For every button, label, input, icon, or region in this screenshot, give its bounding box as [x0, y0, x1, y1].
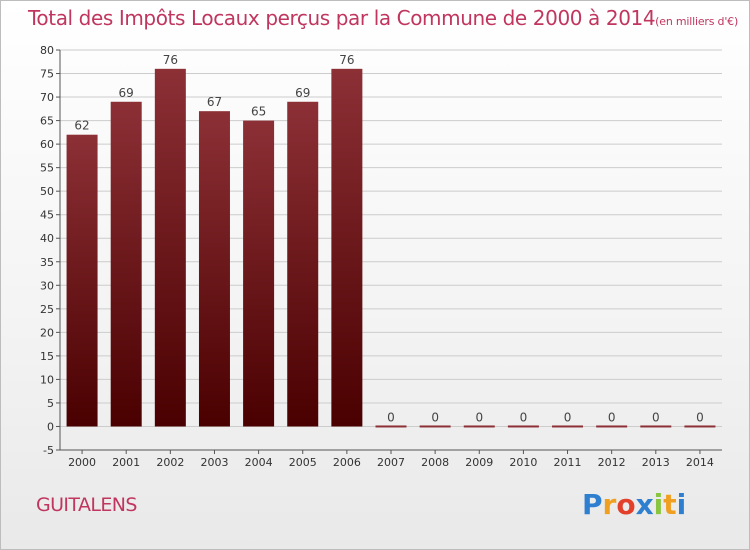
- x-tick-label-2014: 2014: [686, 456, 714, 469]
- bar-2007: [375, 425, 407, 428]
- bar-2011: [552, 425, 584, 428]
- labels: -5 0 5 10 15 20 25 30 35 40 45 50 55 60 65 70 75 80 62 2000…: [40, 44, 714, 469]
- x-tick-label-2010: 2010: [509, 456, 537, 469]
- logo-letter: i: [676, 488, 687, 521]
- data-label-2009: 0: [475, 410, 483, 424]
- bars: [66, 68, 716, 428]
- y-tick-label: 10: [40, 373, 54, 386]
- y-tick-label: 15: [40, 350, 54, 363]
- y-tick-label: 75: [40, 68, 54, 81]
- y-tick-label: 70: [40, 91, 54, 104]
- x-tick-label-2006: 2006: [333, 456, 361, 469]
- data-label-2010: 0: [520, 410, 528, 424]
- x-tick-label-2012: 2012: [598, 456, 626, 469]
- x-tick-label-2007: 2007: [377, 456, 405, 469]
- x-tick-label-2008: 2008: [421, 456, 449, 469]
- bar-2008: [419, 425, 451, 428]
- x-tick-label-2011: 2011: [554, 456, 582, 469]
- y-tick-label: 65: [40, 115, 54, 128]
- data-label-2005: 69: [295, 86, 310, 100]
- logo-letter: i: [653, 488, 664, 521]
- x-tick-label-2009: 2009: [465, 456, 493, 469]
- y-tick-label: 50: [40, 185, 54, 198]
- bar-2006: [331, 68, 363, 427]
- bar-2009: [463, 425, 495, 428]
- chart-title-text: Total des Impôts Locaux perçus par la Co…: [28, 6, 656, 30]
- x-tick-label-2001: 2001: [112, 456, 140, 469]
- y-tick-label: 35: [40, 256, 54, 269]
- x-tick-label-2004: 2004: [245, 456, 273, 469]
- bar-2012: [596, 425, 628, 428]
- y-tick-label: 5: [47, 397, 54, 410]
- data-label-2012: 0: [608, 410, 616, 424]
- y-tick-label: 30: [40, 279, 54, 292]
- y-tick-label: 0: [47, 420, 54, 433]
- x-tick-label-2000: 2000: [68, 456, 96, 469]
- bar-2001: [110, 101, 142, 427]
- data-label-2013: 0: [652, 410, 660, 424]
- bar-2003: [198, 111, 230, 427]
- x-tick-label-2003: 2003: [200, 456, 228, 469]
- bar-2014: [684, 425, 716, 428]
- data-label-2006: 76: [339, 53, 354, 67]
- logo-letter: t: [663, 488, 677, 521]
- logo-letter: x: [635, 488, 654, 521]
- logo-letter: r: [602, 488, 617, 521]
- x-tick-label-2005: 2005: [289, 456, 317, 469]
- x-tick-label-2013: 2013: [642, 456, 670, 469]
- data-label-2000: 62: [74, 119, 89, 133]
- y-tick-label: 55: [40, 162, 54, 175]
- bar-2005: [287, 101, 319, 427]
- y-tick-label: 40: [40, 232, 54, 245]
- y-tick-label: 25: [40, 303, 54, 316]
- data-label-2004: 65: [251, 105, 266, 119]
- data-label-2007: 0: [387, 410, 395, 424]
- logo-letter: P: [582, 488, 603, 521]
- data-label-2001: 69: [119, 86, 134, 100]
- bar-2004: [243, 120, 275, 427]
- chart-unit: (en milliers d'€): [655, 15, 739, 28]
- bar-2013: [640, 425, 672, 428]
- axes: [56, 49, 722, 454]
- data-label-2011: 0: [564, 410, 572, 424]
- data-label-2008: 0: [431, 410, 439, 424]
- data-label-2014: 0: [696, 410, 704, 424]
- y-tick-label: 60: [40, 138, 54, 151]
- proxiti-logo[interactable]: Proxiti: [582, 488, 686, 521]
- chart-title: Total des Impôts Locaux perçus par la Co…: [28, 6, 738, 30]
- bar-2010: [507, 425, 539, 428]
- y-tick-label: 20: [40, 326, 54, 339]
- logo-letter: o: [616, 488, 636, 521]
- data-label-2002: 76: [163, 53, 178, 67]
- y-tick-label: 45: [40, 209, 54, 222]
- bar-2000: [66, 134, 98, 427]
- data-label-2003: 67: [207, 95, 222, 109]
- x-tick-label-2002: 2002: [156, 456, 184, 469]
- commune-name: GUITALENS: [36, 494, 137, 516]
- y-tick-label: -5: [43, 444, 54, 457]
- y-tick-label: 80: [40, 44, 54, 57]
- bar-2002: [154, 68, 186, 427]
